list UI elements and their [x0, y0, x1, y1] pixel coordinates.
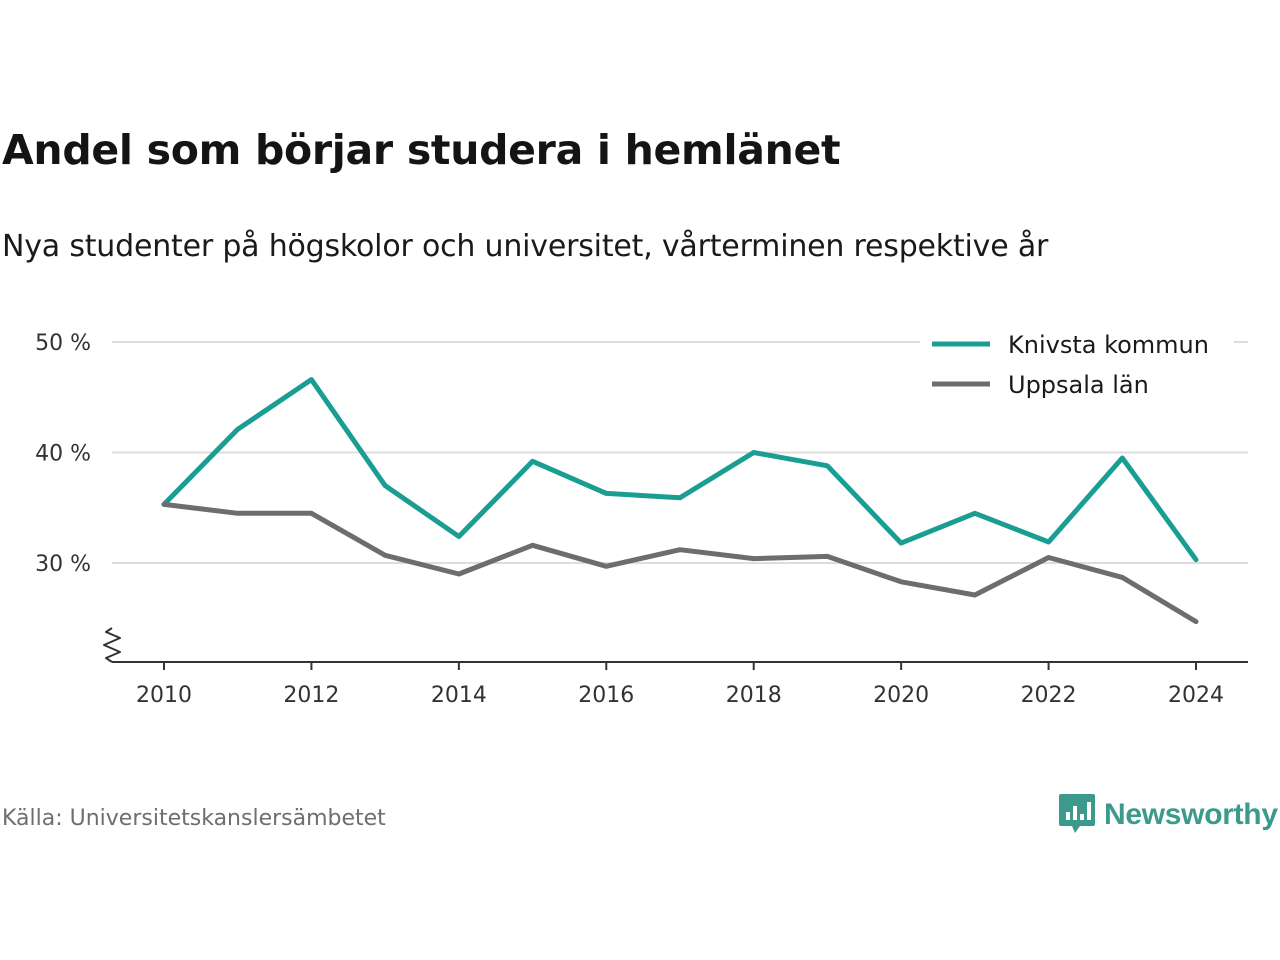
brand-logo: Newsworthy [1058, 792, 1278, 838]
x-tick-label: 2024 [1168, 683, 1224, 708]
bar-chart-speech-bubble-icon [1058, 792, 1096, 838]
chart-subtitle: Nya studenter på högskolor och universit… [2, 229, 1049, 264]
x-tick-label: 2020 [873, 683, 929, 708]
axes: 30 % 40 % 50 % 2010 2012 2014 2016 2018 2020 2022… [35, 331, 1248, 708]
series-line-uppsala [161, 501, 1199, 625]
line-chart: 30 % 40 % 50 % 2010 2012 2014 2016 2018 2020 2022… [35, 318, 1248, 708]
legend: Knivsta kommun Uppsala län [920, 318, 1234, 414]
chart-title: Andel som börjar studera i hemlänet [2, 126, 841, 174]
legend-label: Knivsta kommun [1008, 331, 1209, 359]
series-lines [161, 377, 1199, 625]
legend-background [920, 318, 1234, 414]
x-tick-label: 2010 [136, 683, 192, 708]
brand-name: Newsworthy [1104, 798, 1278, 831]
x-tick-label: 2018 [726, 683, 782, 708]
series-line-knivsta [161, 377, 1199, 563]
y-tick-label: 40 % [35, 442, 91, 467]
legend-label: Uppsala län [1008, 371, 1149, 399]
x-tick-label: 2016 [578, 683, 634, 708]
source-note: Källa: Universitetskanslersämbetet [2, 806, 386, 831]
x-tick-label: 2022 [1021, 683, 1077, 708]
axis-break-icon [103, 627, 121, 663]
y-tick-label: 30 % [35, 552, 91, 577]
y-tick-label: 50 % [35, 331, 91, 356]
x-tick-label: 2014 [431, 683, 487, 708]
x-tick-label: 2012 [283, 683, 339, 708]
